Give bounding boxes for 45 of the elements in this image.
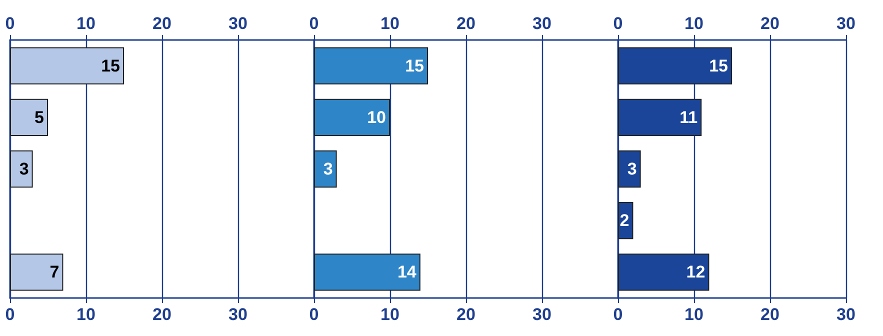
x-tick-label: 0 (309, 305, 319, 324)
data-label: 15 (101, 56, 120, 76)
x-tick-label: 20 (152, 305, 172, 324)
x-tick-label: 10 (76, 305, 96, 324)
x-tick-label: 30 (836, 305, 856, 324)
data-label: 15 (709, 56, 728, 76)
x2-tick-label: 0 (309, 14, 319, 33)
bar (314, 254, 420, 291)
data-label: 5 (34, 108, 44, 127)
x2-tick-label: 10 (684, 14, 704, 33)
x2-tick-label: 30 (228, 14, 248, 33)
x2-tick-label: 0 (613, 14, 623, 33)
data-label: 11 (680, 108, 698, 127)
x2-tick-label: 10 (380, 14, 400, 33)
bar (314, 150, 337, 188)
x2-tick-label: 20 (456, 14, 476, 33)
x-tick-label: 30 (532, 305, 552, 324)
data-label: 14 (397, 262, 417, 282)
x-tick-label: 0 (5, 305, 15, 324)
x-tick-label: 10 (380, 305, 400, 324)
bar (10, 254, 64, 291)
bar (314, 47, 428, 84)
x-tick-label: 20 (456, 305, 476, 324)
x2-tick-label: 10 (76, 14, 96, 33)
x-tick-label: 0 (613, 305, 623, 324)
bar (10, 98, 48, 136)
x-tick-label: 20 (760, 305, 780, 324)
data-label: 2 (620, 211, 630, 230)
x2-tick-label: 30 (836, 14, 856, 33)
x2-tick-label: 30 (532, 14, 552, 33)
data-label: 7 (50, 262, 60, 282)
x-tick-label: 30 (228, 305, 248, 324)
data-label: 10 (367, 108, 386, 127)
data-label: 12 (686, 262, 706, 282)
bar (10, 150, 33, 188)
x2-tick-label: 20 (760, 14, 780, 33)
data-label: 3 (627, 160, 637, 178)
x2-tick-label: 0 (5, 14, 15, 33)
data-label: 15 (405, 56, 424, 76)
bar (10, 47, 124, 84)
bar (314, 98, 390, 136)
data-label: 3 (323, 160, 333, 178)
data-label: 3 (19, 160, 29, 178)
x-tick-label: 10 (684, 305, 704, 324)
x2-tick-label: 20 (152, 14, 172, 33)
